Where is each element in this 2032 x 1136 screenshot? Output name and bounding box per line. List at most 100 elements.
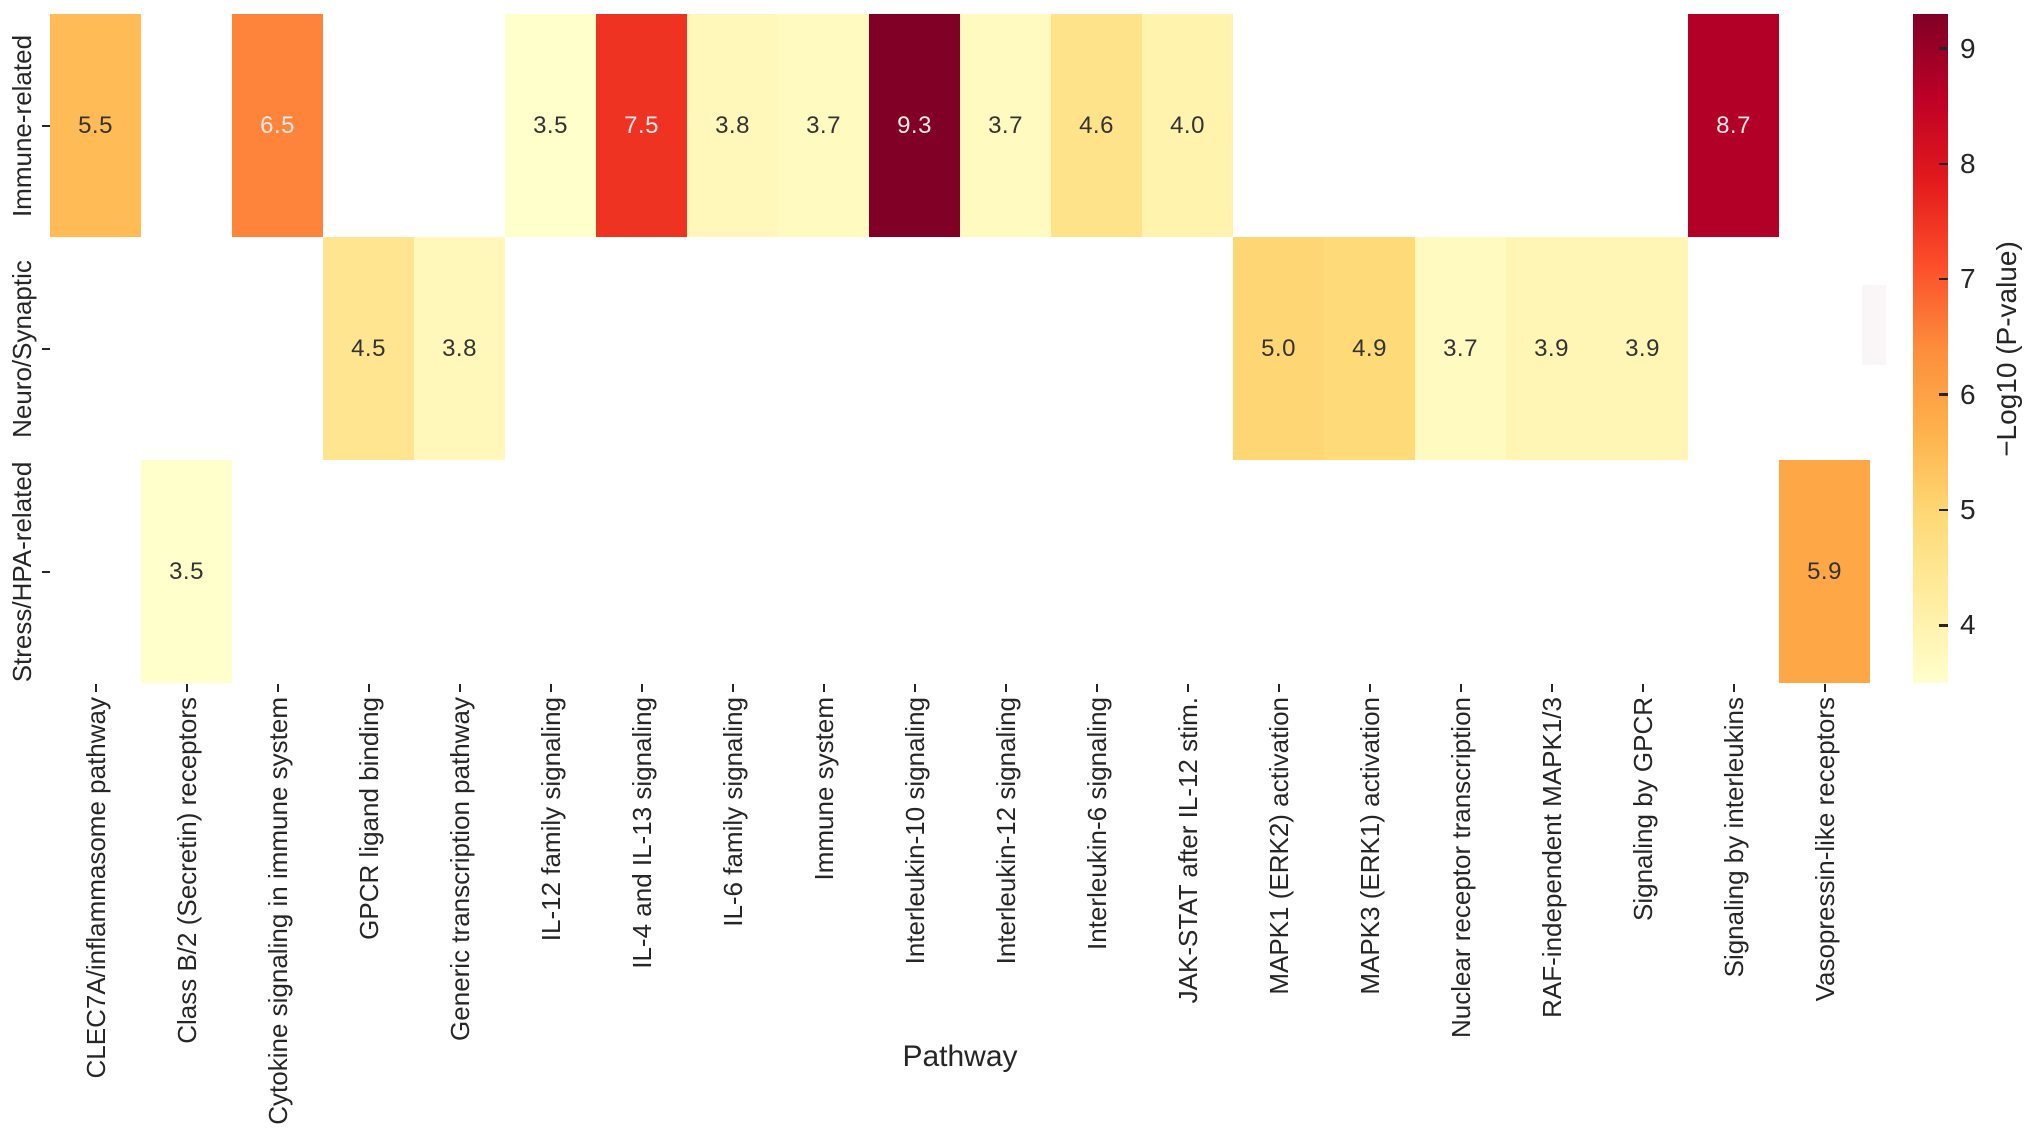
x-tick [276, 684, 279, 692]
x-tick [94, 684, 97, 692]
colorbar [1913, 14, 1948, 683]
heatmap-cell: 3.7 [778, 14, 869, 237]
cell-value: 4.0 [1170, 111, 1205, 139]
x-tick-label: Cytokine signaling in immune system [262, 697, 293, 1125]
x-tick-label: Generic transcription pathway [444, 697, 475, 1041]
colorbar-tick [1939, 393, 1948, 396]
cell-value: 3.7 [1443, 334, 1478, 362]
cell-value: 4.6 [1079, 111, 1114, 139]
x-tick [1095, 684, 1098, 692]
cell-value: 4.9 [1352, 334, 1387, 362]
x-tick-label: MAPK3 (ERK1) activation [1354, 697, 1385, 995]
x-tick [1277, 684, 1280, 692]
heatmap-cell: 7.5 [596, 14, 687, 237]
cell-value: 5.0 [1261, 334, 1296, 362]
cell-value: 7.5 [624, 111, 659, 139]
cell-value: 4.5 [351, 334, 386, 362]
heatmap-cell: 5.0 [1233, 237, 1324, 460]
colorbar-tick [1939, 47, 1948, 50]
x-tick [1186, 684, 1189, 692]
x-tick-label: RAF-independent MAPK1/3 [1536, 697, 1567, 1018]
x-tick [458, 684, 461, 692]
x-tick [913, 684, 916, 692]
colorbar-tick [1939, 508, 1948, 512]
x-tick-label: Vasopressin-like receptors [1809, 697, 1840, 1002]
x-tick [1641, 684, 1644, 692]
x-tick-label: Class B/2 (Secretin) receptors [171, 697, 202, 1044]
heatmap-cell: 3.8 [687, 14, 778, 237]
colorbar-tick [1939, 278, 1948, 281]
heatmap-cell: 3.9 [1506, 237, 1597, 460]
x-tick [549, 684, 552, 692]
cell-value: 3.7 [988, 111, 1023, 139]
x-tick-label: Nuclear receptor transcription [1445, 697, 1476, 1039]
y-tick-label: Stress/HPA-related [7, 461, 37, 682]
colorbar-tick-label: 5 [1960, 493, 1976, 525]
cell-value: 6.5 [260, 111, 295, 139]
heatmap-cell: 3.9 [1597, 237, 1688, 460]
heatmap-cell: 4.6 [1051, 14, 1142, 237]
heatmap-cell: 3.5 [141, 460, 232, 683]
heatmap-cell: 3.8 [414, 237, 505, 460]
x-tick-label: Interleukin-10 signaling [899, 697, 930, 965]
x-tick [822, 684, 825, 692]
x-tick-label: IL-4 and IL-13 signaling [626, 697, 657, 969]
x-tick-label: Signaling by GPCR [1627, 697, 1658, 921]
ghost-artifact [1862, 285, 1886, 365]
colorbar-tick [1939, 162, 1948, 166]
x-tick [185, 684, 188, 692]
heatmap-cell: 4.9 [1324, 237, 1415, 460]
x-tick-label: IL-6 family signaling [717, 697, 748, 927]
heatmap-cell: 5.5 [50, 14, 141, 237]
cell-value: 3.8 [442, 334, 477, 362]
x-tick [1459, 684, 1462, 692]
cell-value: 8.7 [1716, 111, 1751, 139]
cell-value: 3.9 [1534, 334, 1569, 362]
cell-value: 3.7 [806, 111, 841, 139]
heatmap-cell: 3.7 [960, 14, 1051, 237]
x-tick [1368, 684, 1371, 692]
heatmap-cell: 5.9 [1779, 460, 1870, 683]
x-tick [731, 684, 734, 692]
colorbar-tick-label: 4 [1960, 609, 1976, 641]
colorbar-tick-label: 8 [1960, 147, 1976, 179]
y-tick [42, 570, 50, 573]
x-tick-label: JAK-STAT after IL-12 stim. [1172, 697, 1203, 1004]
cell-value: 5.9 [1807, 557, 1842, 585]
heatmap-cell: 4.5 [323, 237, 414, 460]
x-tick-label: MAPK1 (ERK2) activation [1263, 697, 1294, 995]
x-tick [1823, 684, 1826, 692]
heatmap-cell: 6.5 [232, 14, 323, 237]
heatmap-cell: 4.0 [1142, 14, 1233, 237]
x-tick-label: Signaling by interleukins [1718, 697, 1749, 978]
cell-value: 5.5 [78, 111, 113, 139]
x-tick [1550, 684, 1553, 692]
cell-value: 9.3 [897, 111, 932, 139]
cell-value: 3.8 [715, 111, 750, 139]
y-tick [42, 124, 50, 127]
cell-value: 3.9 [1625, 334, 1660, 362]
heatmap-cell: 8.7 [1688, 14, 1779, 237]
x-tick-label: CLEC7A/inflammasome pathway [80, 697, 111, 1079]
colorbar-tick-label: 7 [1960, 263, 1976, 295]
heatmap-cell: 3.7 [1415, 237, 1506, 460]
x-tick [1004, 684, 1007, 692]
y-tick [42, 347, 50, 350]
colorbar-axis-label: −Log10 (P-value) [1991, 240, 2022, 457]
x-tick-label: IL-12 family signaling [535, 697, 566, 942]
x-tick [640, 684, 643, 692]
x-tick-label: Immune system [808, 697, 839, 881]
x-axis-title: Pathway [902, 1040, 1018, 1073]
colorbar-tick-label: 6 [1960, 378, 1976, 410]
colorbar-tick-label: 9 [1960, 32, 1976, 64]
heatmap-cell: 9.3 [869, 14, 960, 237]
x-tick [1732, 684, 1735, 692]
x-tick-label: Interleukin-12 signaling [990, 697, 1021, 965]
heatmap-cell: 3.5 [505, 14, 596, 237]
x-tick-label: GPCR ligand binding [353, 697, 384, 940]
cell-value: 3.5 [169, 557, 204, 585]
colorbar-tick [1939, 624, 1948, 627]
x-tick [367, 684, 370, 692]
cell-value: 3.5 [533, 111, 568, 139]
